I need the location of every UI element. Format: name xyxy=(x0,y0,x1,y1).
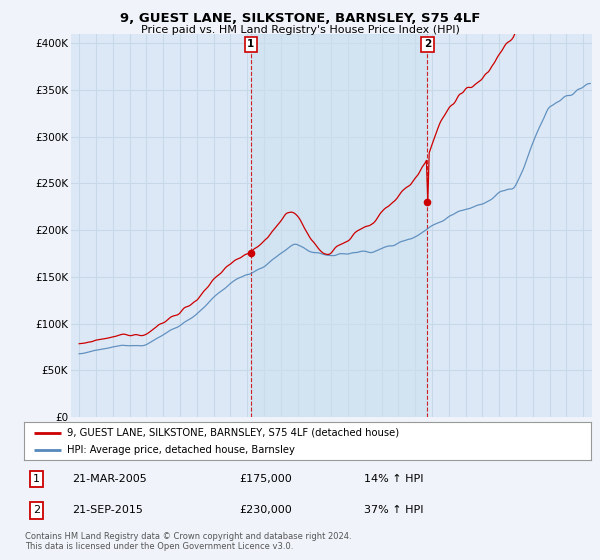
Text: 1: 1 xyxy=(247,39,254,49)
Bar xyxy=(251,34,427,417)
Text: 9, GUEST LANE, SILKSTONE, BARNSLEY, S75 4LF (detached house): 9, GUEST LANE, SILKSTONE, BARNSLEY, S75 … xyxy=(67,427,398,437)
Text: 2: 2 xyxy=(33,506,40,515)
Text: Price paid vs. HM Land Registry's House Price Index (HPI): Price paid vs. HM Land Registry's House … xyxy=(140,25,460,35)
Text: £230,000: £230,000 xyxy=(239,506,292,515)
Text: This data is licensed under the Open Government Licence v3.0.: This data is licensed under the Open Gov… xyxy=(25,542,293,550)
Text: 37% ↑ HPI: 37% ↑ HPI xyxy=(364,506,424,515)
Text: 21-MAR-2005: 21-MAR-2005 xyxy=(72,474,147,484)
Text: 9, GUEST LANE, SILKSTONE, BARNSLEY, S75 4LF: 9, GUEST LANE, SILKSTONE, BARNSLEY, S75 … xyxy=(120,12,480,25)
Text: 21-SEP-2015: 21-SEP-2015 xyxy=(72,506,143,515)
Text: Contains HM Land Registry data © Crown copyright and database right 2024.: Contains HM Land Registry data © Crown c… xyxy=(25,532,352,541)
Text: 14% ↑ HPI: 14% ↑ HPI xyxy=(364,474,424,484)
Text: 2: 2 xyxy=(424,39,431,49)
Text: £175,000: £175,000 xyxy=(239,474,292,484)
Text: 1: 1 xyxy=(33,474,40,484)
Text: HPI: Average price, detached house, Barnsley: HPI: Average price, detached house, Barn… xyxy=(67,445,295,455)
